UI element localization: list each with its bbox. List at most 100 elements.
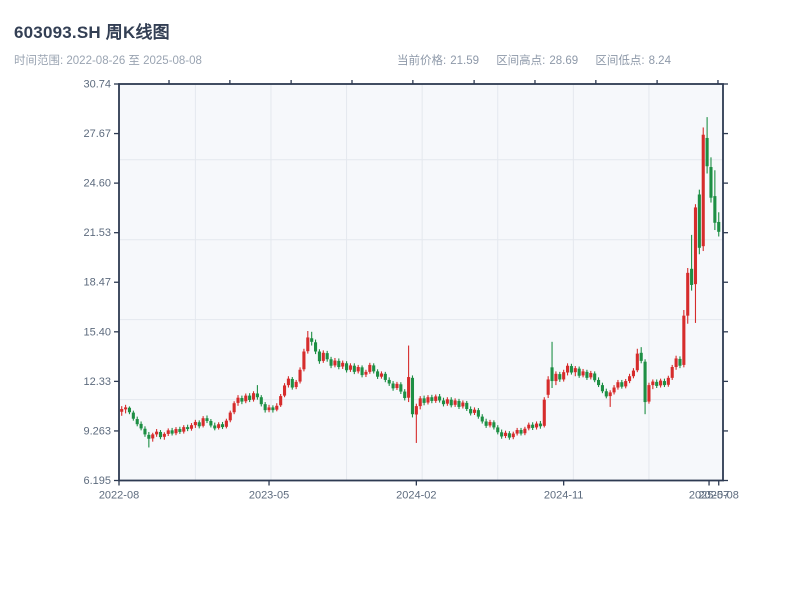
candle (255, 385, 259, 400)
candle (585, 369, 589, 380)
candle (360, 365, 364, 378)
candle (201, 416, 205, 428)
candle (438, 393, 442, 403)
chart-subheader: 时间范围: 2022-08-26 至 2025-08-08 当前价格: 21.59… (14, 52, 786, 68)
candle (298, 367, 302, 384)
candle (608, 390, 612, 407)
candle (469, 406, 473, 416)
candle (395, 381, 399, 390)
stat-range-low: 区间低点: 8.24 (595, 55, 671, 67)
candle (461, 400, 465, 409)
candle (422, 395, 426, 406)
candle (593, 371, 597, 383)
candle (379, 371, 384, 379)
candle (472, 407, 477, 415)
candle (189, 423, 194, 431)
candle (515, 427, 519, 436)
candle (682, 309, 686, 368)
candle (399, 382, 403, 394)
candle (220, 421, 225, 430)
candle (565, 363, 570, 376)
price-stats: 当前价格: 21.59 区间高点: 28.69 区间低点: 8.24 (397, 52, 685, 68)
candle (662, 378, 667, 388)
candle (693, 204, 698, 323)
candle (643, 359, 647, 415)
candle (577, 366, 581, 378)
y-tick-label: 6.195 (83, 475, 111, 487)
candle (143, 426, 147, 437)
chart-header: 603093.SH 周K线图 时间范围: 2022-08-26 至 2025-0… (14, 18, 786, 68)
candle (209, 419, 213, 428)
candle (651, 379, 655, 390)
candle (500, 429, 504, 439)
candle (492, 420, 496, 430)
candle (232, 401, 236, 415)
candle (597, 377, 601, 388)
candle (387, 377, 391, 386)
candle (174, 427, 178, 436)
candle (205, 415, 209, 424)
candle (178, 426, 182, 434)
candle (162, 432, 166, 440)
candle (325, 350, 329, 362)
candle (356, 364, 360, 374)
candle (193, 419, 197, 428)
y-tick-label: 9.263 (83, 425, 111, 437)
candle (430, 394, 434, 404)
candle (554, 371, 558, 386)
candle (391, 381, 395, 391)
gridlines (119, 84, 723, 481)
candle (546, 376, 550, 399)
candle (127, 406, 132, 415)
candle (240, 395, 244, 405)
candle (527, 422, 531, 431)
candle (705, 117, 709, 174)
candle (217, 422, 221, 430)
candle (290, 377, 294, 390)
y-tick-label: 21.53 (83, 227, 111, 239)
candle (282, 383, 287, 398)
candle (302, 348, 306, 372)
candle (628, 373, 632, 384)
candle (441, 397, 446, 407)
candle (248, 393, 252, 403)
candle (511, 431, 515, 440)
y-tick-label: 12.33 (83, 376, 111, 388)
candle (686, 267, 690, 324)
candle (484, 418, 488, 428)
candle (314, 339, 318, 355)
candle (372, 363, 376, 374)
candle (364, 369, 368, 378)
candle (236, 395, 240, 406)
y-tick-label: 27.67 (83, 128, 111, 140)
candle (639, 347, 643, 364)
candle (333, 357, 337, 368)
candle (341, 360, 345, 369)
x-tick-label: 2023-05 (249, 490, 289, 502)
candle (434, 394, 438, 403)
candle (124, 404, 128, 414)
candle (674, 355, 678, 370)
candle (659, 378, 663, 388)
candle (465, 400, 469, 411)
stat-range-high-label: 区间高点: (496, 55, 546, 67)
stat-range-low-label: 区间低点: (595, 55, 645, 67)
candle (403, 389, 407, 401)
plot-background (119, 84, 723, 481)
candle (155, 429, 159, 437)
candle (259, 395, 263, 407)
candle (166, 428, 170, 436)
x-tick-label: 2024-02 (396, 490, 436, 502)
candle (616, 379, 620, 390)
stat-current-price-label: 当前价格: (397, 55, 447, 67)
stat-range-low-value: 8.24 (648, 55, 671, 67)
candle (701, 127, 705, 252)
candle (542, 397, 546, 428)
candle (713, 170, 717, 231)
candle (453, 398, 457, 407)
candle (329, 356, 333, 369)
candle (562, 369, 566, 382)
candle (151, 432, 155, 442)
candle (666, 375, 670, 387)
